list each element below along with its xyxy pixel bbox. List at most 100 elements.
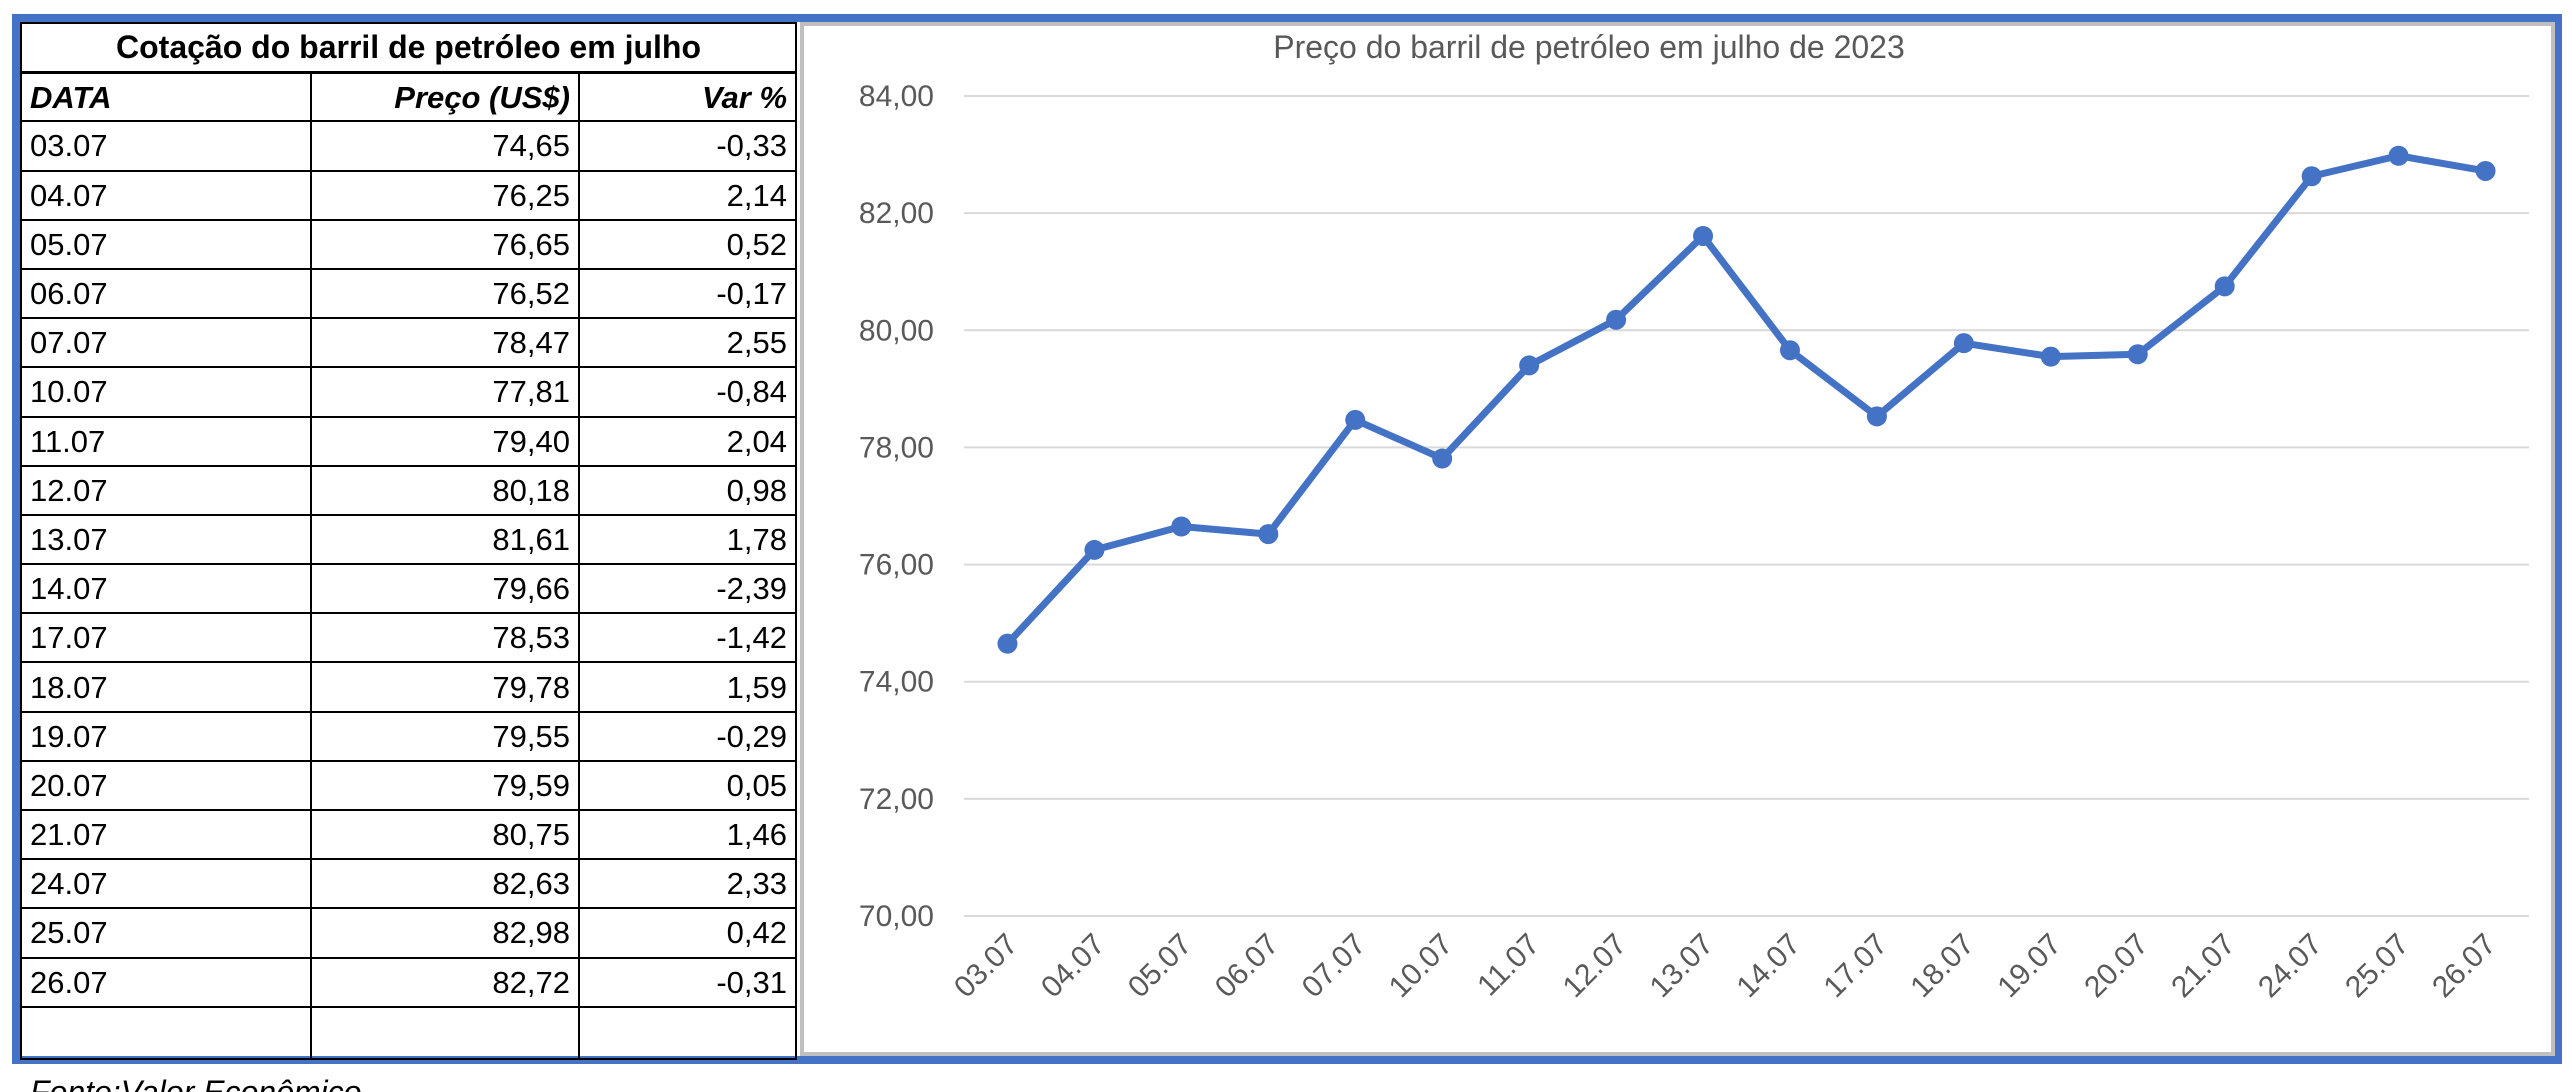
data-point <box>2127 344 2148 365</box>
x-tick-label: 04.07 <box>1035 928 1111 1004</box>
table-row: 06.07 76,52 -0,17 <box>20 267 798 320</box>
data-point <box>2040 346 2061 367</box>
table-row: 12.07 80,18 0,98 <box>20 464 798 516</box>
cell-var: 2,04 <box>577 415 798 467</box>
data-point <box>2214 276 2235 297</box>
data-point <box>1693 225 1714 246</box>
data-point <box>1519 355 1540 376</box>
series-line <box>1004 152 2487 647</box>
cell-date: 21.07 <box>20 808 312 861</box>
cell-var: -0,33 <box>577 120 798 172</box>
cell-price: 78,53 <box>310 612 580 664</box>
data-point <box>1606 309 1627 330</box>
x-tick-label: 25.07 <box>2339 928 2415 1004</box>
data-point <box>1345 409 1366 430</box>
cell-var: -0,29 <box>577 710 798 762</box>
y-tick-label: 84,00 <box>859 80 934 113</box>
cell-date: 24.07 <box>20 858 312 910</box>
cell-date: 03.07 <box>20 120 312 172</box>
data-point <box>2301 166 2322 187</box>
cell-var: -2,39 <box>577 563 798 615</box>
data-point <box>1258 524 1279 545</box>
cell-date: 18.07 <box>20 661 312 713</box>
cell-date: 20.07 <box>20 759 312 812</box>
price-table: Cotação do barril de petróleo em julho D… <box>19 21 798 1060</box>
cell-date: 04.07 <box>20 169 312 221</box>
y-axis-ticks: 70,00 72,00 74,00 76,00 78,00 80,00 82,00 84,00 <box>859 80 934 933</box>
table-row: 21.07 80,75 1,46 <box>20 808 798 861</box>
table-row: 10.07 77,81 -0,84 <box>20 366 798 418</box>
x-tick-label: 20.07 <box>2078 928 2154 1004</box>
cell-date: 10.07 <box>20 366 312 418</box>
data-point <box>2475 160 2496 181</box>
data-point <box>1779 340 1800 361</box>
cell-price: 78,47 <box>310 317 580 369</box>
y-tick-label: 78,00 <box>859 431 934 464</box>
chart-title: Preço do barril de petróleo em julho de … <box>1273 29 1905 65</box>
outer-frame <box>12 14 2562 1064</box>
table-row: 24.07 82,63 2,33 <box>20 858 798 910</box>
x-tick-label: 18.07 <box>1904 928 1980 1004</box>
table-row: 20.07 79,59 0,05 <box>20 759 798 812</box>
cell-var: 0,52 <box>577 218 798 270</box>
cell-price: 80,75 <box>310 808 580 861</box>
table-row: 17.07 78,53 -1,42 <box>20 612 798 664</box>
cell-var: 1,78 <box>577 513 798 566</box>
cell-price: 82,98 <box>310 907 580 959</box>
y-tick-label: 74,00 <box>859 666 934 699</box>
cell-empty <box>310 1005 580 1060</box>
cell-var: -0,84 <box>577 366 798 418</box>
cell-price: 81,61 <box>310 513 580 566</box>
grid-lines <box>964 95 2529 917</box>
header-date: DATA <box>20 71 312 123</box>
x-tick-label: 03.07 <box>948 928 1024 1004</box>
cell-var: 2,33 <box>577 858 798 910</box>
cell-date: 12.07 <box>20 464 312 516</box>
x-tick-label: 21.07 <box>2165 928 2241 1004</box>
data-point <box>997 633 1018 654</box>
cell-date: 05.07 <box>20 218 312 270</box>
cell-empty <box>20 1005 312 1060</box>
cell-var: -1,42 <box>577 612 798 664</box>
table-row: 05.07 76,65 0,52 <box>20 218 798 270</box>
table-row: 25.07 82,98 0,42 <box>20 907 798 959</box>
x-tick-label: 11.07 <box>1471 928 1546 1003</box>
cell-var: 1,46 <box>577 808 798 861</box>
cell-price: 76,65 <box>310 218 580 270</box>
table-row: 14.07 79,66 -2,39 <box>20 563 798 615</box>
cell-date: 07.07 <box>20 317 312 369</box>
table-row-empty <box>20 1005 798 1060</box>
x-tick-label: 13.07 <box>1644 928 1720 1004</box>
cell-price: 76,25 <box>310 169 580 221</box>
cell-price: 82,63 <box>310 858 580 910</box>
cell-date: 14.07 <box>20 563 312 615</box>
cell-price: 80,18 <box>310 464 580 516</box>
x-tick-label: 05.07 <box>1122 928 1198 1004</box>
table-row: 18.07 79,78 1,59 <box>20 661 798 713</box>
table-row: 03.07 74,65 -0,33 <box>20 120 798 172</box>
data-point <box>1171 516 1192 537</box>
cell-price: 77,81 <box>310 366 580 418</box>
table-title: Cotação do barril de petróleo em julho <box>19 21 798 74</box>
cell-var: 2,14 <box>577 169 798 221</box>
table-row: 11.07 79,40 2,04 <box>20 415 798 467</box>
cell-var: 1,59 <box>577 661 798 713</box>
y-tick-label: 76,00 <box>859 549 934 582</box>
x-tick-label: 24.07 <box>2252 928 2328 1004</box>
cell-price: 79,40 <box>310 415 580 467</box>
cell-date: 17.07 <box>20 612 312 664</box>
cell-price: 79,78 <box>310 661 580 713</box>
cell-empty <box>577 1005 798 1060</box>
cell-var: 0,05 <box>577 759 798 812</box>
cell-date: 06.07 <box>20 267 312 320</box>
cell-price: 79,66 <box>310 563 580 615</box>
cell-date: 13.07 <box>20 513 312 566</box>
data-point <box>1953 333 1974 354</box>
cell-var: -0,31 <box>577 956 798 1008</box>
y-tick-label: 82,00 <box>859 197 934 230</box>
header-var: Var % <box>577 71 798 123</box>
cell-date: 26.07 <box>20 956 312 1008</box>
cell-price: 76,52 <box>310 267 580 320</box>
x-tick-label: 10.07 <box>1383 928 1459 1004</box>
table-row: 07.07 78,47 2,55 <box>20 317 798 369</box>
